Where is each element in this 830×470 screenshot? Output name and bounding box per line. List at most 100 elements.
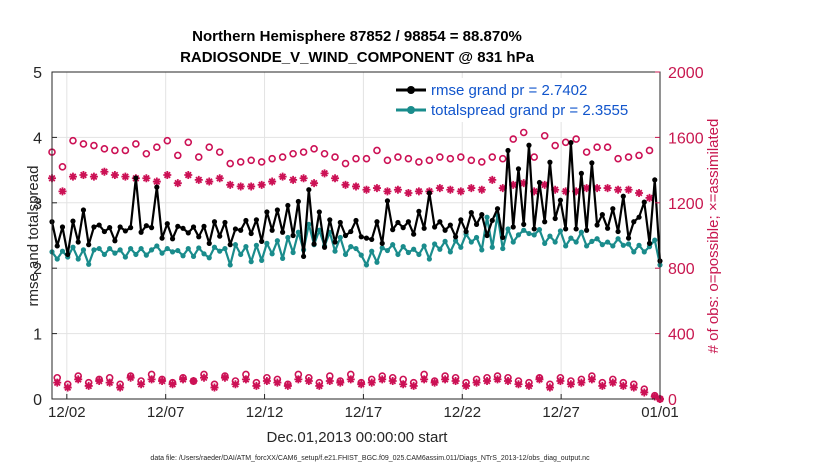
legend-box xyxy=(392,78,657,122)
obs-assimilated-point xyxy=(378,375,387,384)
data-point xyxy=(321,244,328,250)
obs-assimilated-point xyxy=(74,375,83,384)
data-point xyxy=(238,251,244,258)
obs-assimilated-point xyxy=(268,177,277,186)
obs-assimilated-point xyxy=(640,388,649,397)
data-point xyxy=(101,251,108,258)
obs-assimilated-point xyxy=(462,381,471,390)
data-point xyxy=(285,234,291,241)
obs-possible-point xyxy=(457,153,465,161)
obs-assimilated-point xyxy=(304,377,313,386)
data-point xyxy=(426,190,432,196)
obs-assimilated-point xyxy=(650,392,659,401)
obs-assimilated-point xyxy=(514,380,523,389)
data-point xyxy=(180,225,186,231)
obs-assimilated-point xyxy=(247,182,256,191)
obs-possible-point xyxy=(477,158,486,166)
data-point xyxy=(222,219,228,226)
data-point xyxy=(568,140,574,146)
data-point xyxy=(400,244,406,250)
data-point xyxy=(148,247,155,253)
data-point xyxy=(290,249,296,256)
obs-possible-point xyxy=(100,145,109,153)
obs-possible-point xyxy=(436,153,444,161)
obs-assimilated-point xyxy=(504,377,512,386)
data-point xyxy=(515,166,522,172)
data-point xyxy=(479,247,485,253)
data-point xyxy=(91,224,97,230)
obs-assimilated-point xyxy=(95,377,104,386)
data-point xyxy=(615,236,621,242)
obs-possible-point xyxy=(551,141,559,150)
data-point xyxy=(416,251,422,258)
data-point xyxy=(468,210,474,216)
data-point xyxy=(107,225,113,231)
data-point xyxy=(91,247,97,253)
data-point xyxy=(552,215,558,222)
data-point xyxy=(175,223,181,229)
chart-title: Northern Hemisphere 87852 / 98854 = 88.8… xyxy=(192,28,522,45)
data-point xyxy=(96,245,102,252)
x-tick-label: 12/12 xyxy=(246,404,284,421)
legend-spread-marker xyxy=(407,106,415,114)
obs-possible-point xyxy=(467,156,476,165)
data-point xyxy=(159,235,165,241)
data-point xyxy=(578,229,584,235)
y-left-tick-label: 1 xyxy=(33,327,42,344)
obs-assimilated-point xyxy=(535,375,544,384)
data-point xyxy=(536,179,543,186)
obs-assimilated-point xyxy=(89,172,98,181)
data-point xyxy=(594,236,600,242)
obs-assimilated-point xyxy=(283,381,292,390)
data-point xyxy=(54,243,60,249)
obs-assimilated-point xyxy=(372,184,381,193)
obs-assimilated-point xyxy=(608,378,617,387)
data-point xyxy=(117,247,123,253)
data-point xyxy=(542,240,548,246)
data-point xyxy=(505,147,511,154)
obs-assimilated-point xyxy=(189,377,198,386)
y-right-tick-label: 1600 xyxy=(668,130,704,147)
obs-assimilated-point xyxy=(142,174,151,183)
data-point xyxy=(599,211,605,218)
data-point xyxy=(458,217,464,223)
data-point xyxy=(442,227,448,233)
obs-assimilated-point xyxy=(483,377,492,386)
data-point xyxy=(196,245,202,251)
data-point xyxy=(620,193,626,199)
data-point xyxy=(342,232,349,239)
data-point xyxy=(615,228,621,235)
obs-assimilated-point xyxy=(205,177,214,186)
data-point xyxy=(552,239,558,245)
data-point xyxy=(190,224,197,230)
data-point xyxy=(405,219,412,225)
y-left-tick-label: 0 xyxy=(33,392,42,409)
data-point xyxy=(531,226,537,232)
data-point xyxy=(374,219,380,225)
data-point xyxy=(447,249,453,255)
obs-assimilated-point xyxy=(100,167,109,176)
obs-assimilated-point xyxy=(346,375,355,384)
obs-assimilated-point xyxy=(603,184,612,193)
data-point xyxy=(295,229,301,235)
obs-assimilated-point xyxy=(456,187,465,196)
obs-assimilated-point xyxy=(367,378,376,387)
data-point xyxy=(374,259,380,265)
x-tick-label: 12/02 xyxy=(48,404,86,421)
obs-possible-point xyxy=(415,158,423,166)
series-layer xyxy=(48,128,664,403)
obs-possible-point xyxy=(383,156,392,165)
data-point xyxy=(625,235,632,241)
obs-possible-point xyxy=(614,154,622,163)
data-point xyxy=(636,214,642,220)
obs-assimilated-point xyxy=(63,383,72,392)
data-point xyxy=(411,231,417,237)
obs-assimilated-point xyxy=(315,381,324,390)
obs-assimilated-point xyxy=(530,187,539,196)
data-point xyxy=(290,232,296,239)
obs-possible-point xyxy=(582,148,591,156)
data-point xyxy=(248,259,254,265)
obs-assimilated-point xyxy=(352,182,360,191)
data-point xyxy=(211,244,218,250)
data-point xyxy=(238,227,244,233)
